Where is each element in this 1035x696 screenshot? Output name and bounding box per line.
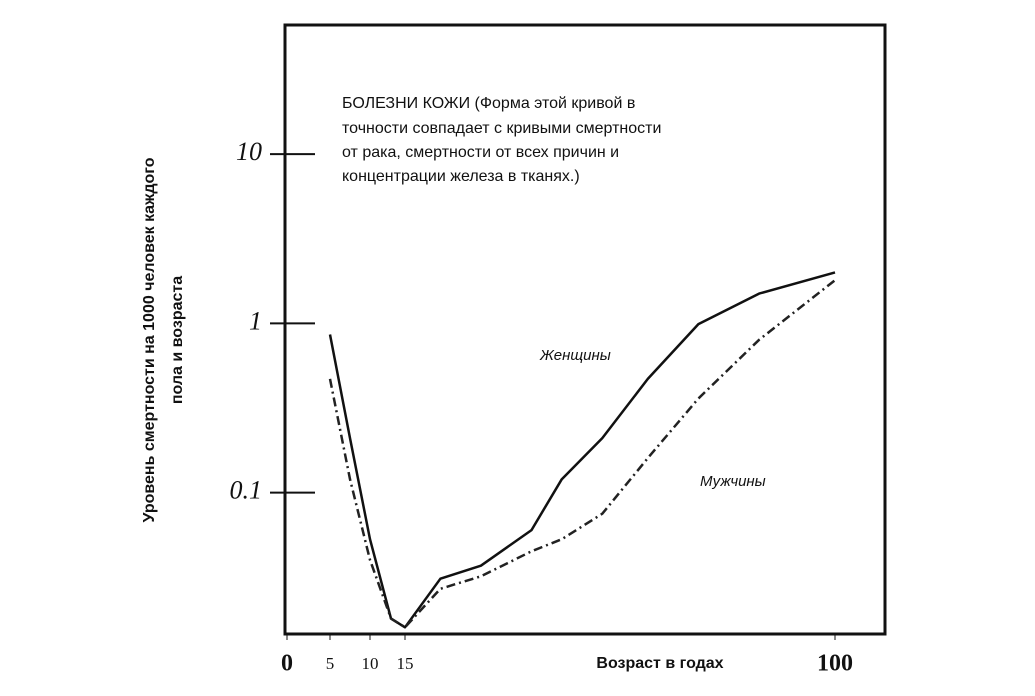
x-tick-label: 15 — [397, 654, 414, 673]
y-axis-label: пола и возраста — [169, 276, 186, 404]
y-tick-label: 10 — [236, 137, 262, 166]
series-line — [328, 279, 836, 629]
plot-frame — [283, 23, 887, 636]
x-axis-label: Возраст в годах — [596, 655, 723, 672]
annotation: концентрации железа в тканях.) — [342, 168, 580, 185]
x-tick-label: 10 — [362, 654, 379, 673]
x-tick-label: 5 — [326, 654, 335, 673]
x-tick-label: 0 — [281, 651, 293, 677]
legend-label: Женщины — [539, 347, 611, 364]
y-tick-label: 1 — [249, 306, 262, 335]
series-line — [328, 271, 836, 629]
y-tick-label: 0.1 — [230, 476, 263, 505]
x-tick-label: 100 — [817, 651, 853, 677]
annotation: от рака, смертности от всех причин и — [342, 144, 619, 161]
annotation: точности совпадает с кривыми смертности — [342, 120, 661, 137]
y-axis-label: Уровень смертности на 1000 человек каждо… — [141, 157, 158, 522]
legend-label: Мужчины — [700, 473, 766, 490]
annotation: БОЛЕЗНИ КОЖИ (Форма этой кривой в — [342, 95, 635, 112]
